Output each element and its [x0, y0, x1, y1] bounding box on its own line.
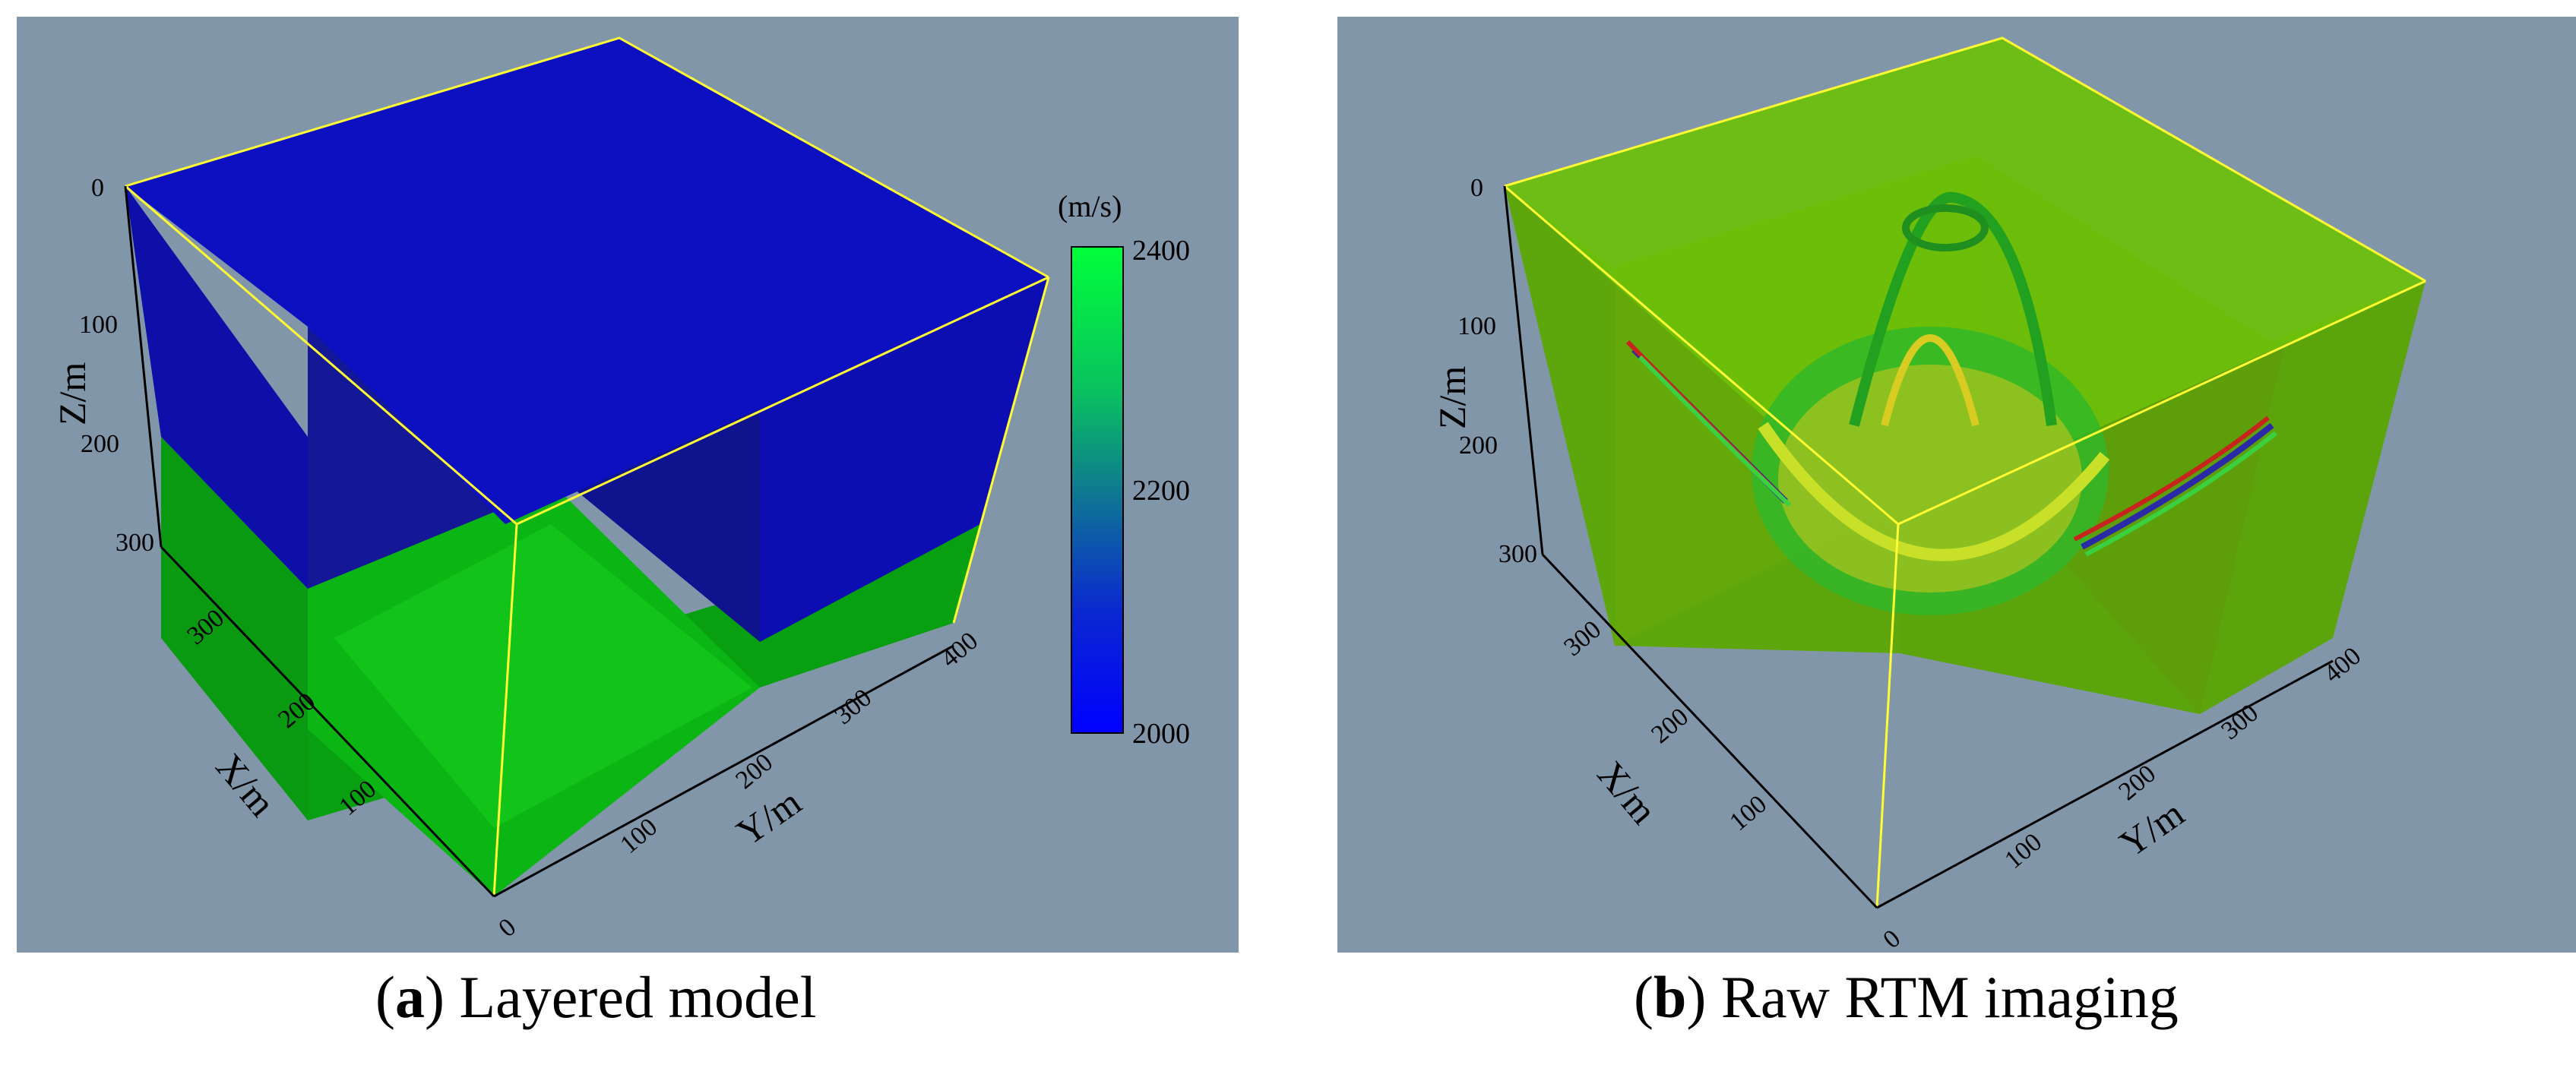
axes: [1503, 185, 2334, 909]
caption-a: (a) Layered model: [375, 964, 817, 1030]
caption-b-text: Raw RTM imaging: [1720, 964, 2179, 1030]
reflector-apex: [1902, 204, 1989, 251]
upper-layer-top-face: [125, 38, 1049, 524]
caption-a-letter: a: [394, 964, 425, 1030]
colorbar: [1071, 246, 1124, 734]
caption-a-text: Layered model: [459, 964, 817, 1030]
reflection-red-right: [2073, 416, 2270, 542]
upper-layer-left-face: [125, 186, 308, 589]
z-axis-ticks: 0 100 200 300: [1457, 174, 1537, 568]
bounding-box-lines: [1504, 36, 2426, 909]
lower-layer-top-surface: [334, 524, 752, 828]
colorbar-unit: (m/s): [1058, 189, 1122, 223]
volume-top-face: [1505, 38, 2426, 524]
bounding-box-lines: [125, 36, 1050, 897]
colorbar-tick-2400: 2400: [1132, 235, 1190, 267]
reflection-green-right: [2084, 431, 2277, 557]
z-tick-300: 300: [116, 529, 154, 557]
reflector-dome: [1849, 191, 2057, 427]
z-axis-label: Z/m: [1431, 366, 1473, 429]
reflection-green-left: [1638, 355, 1792, 507]
layered-model-figure: 0 100 200 300 Z/m 100 200 300 X/m 0 100 …: [17, 17, 1239, 953]
z-tick-300: 300: [1498, 540, 1537, 568]
rtm-imaging-figure: 0 100 200 300 Z/m 100 200 300 X/m 0 100 …: [1337, 17, 2576, 954]
z-axis-label: Z/m: [51, 362, 93, 425]
panel-raw-rtm-imaging: 0 100 200 300 Z/m 100 200 300 X/m 0 100 …: [1322, 0, 2576, 1065]
panel-layered-model: 0 100 200 300 Z/m 100 200 300 X/m 0 100 …: [17, 17, 1239, 953]
z-axis-ticks: 0 100 200 300: [79, 174, 154, 557]
reflector-inner-dome: [1881, 334, 1979, 427]
z-tick-200: 200: [1459, 431, 1498, 460]
lower-layer-left-face: [161, 437, 308, 820]
z-tick-0: 0: [91, 174, 104, 202]
z-tick-0: 0: [1470, 174, 1483, 202]
colorbar-tick-2000: 2000: [1132, 718, 1190, 750]
colorbar-tick-2200: 2200: [1132, 475, 1190, 507]
z-tick-100: 100: [1457, 312, 1496, 340]
axes: [124, 185, 954, 898]
caption-b: (b) Raw RTM imaging: [1634, 964, 2179, 1030]
migration-image: [1625, 191, 2277, 615]
z-tick-100: 100: [79, 311, 118, 339]
caption-b-letter: b: [1653, 964, 1687, 1030]
reflector-arc: [1758, 422, 2110, 561]
z-tick-200: 200: [81, 430, 119, 458]
reflection-blue-right: [2081, 422, 2274, 550]
